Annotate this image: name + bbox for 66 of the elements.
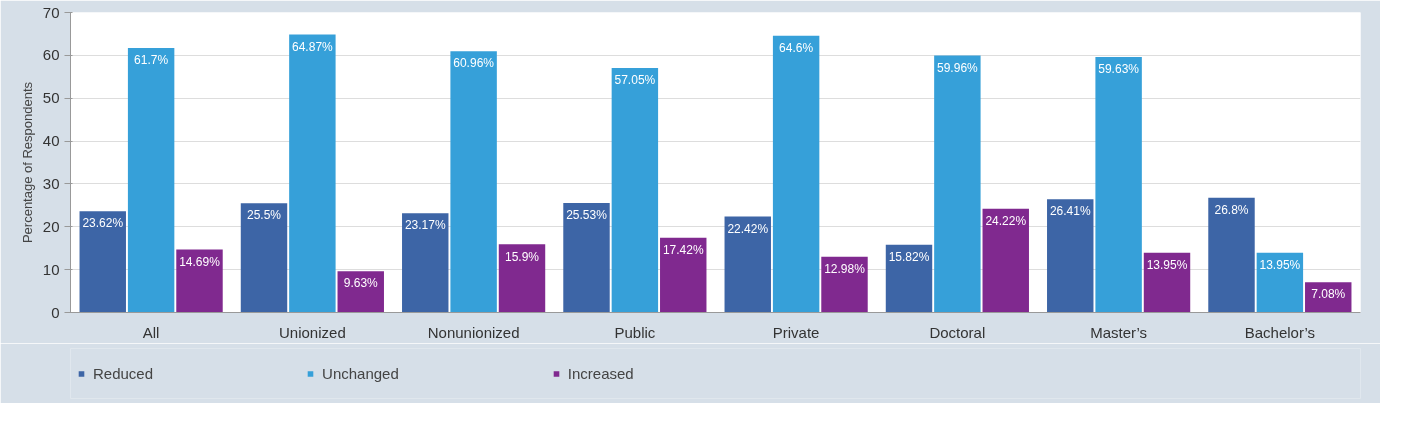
bar — [289, 34, 336, 313]
data-label: 26.8% — [1214, 202, 1249, 217]
y-tick-label: 40 — [42, 132, 60, 150]
x-tick-label: Master’s — [1090, 323, 1148, 341]
data-label: 13.95% — [1146, 257, 1188, 272]
data-label: 25.5% — [246, 208, 282, 223]
data-label: 59.63% — [1098, 62, 1140, 77]
bar — [1095, 56, 1142, 313]
x-tick-label: Doctoral — [929, 323, 986, 341]
x-tick-label: Unionized — [279, 323, 346, 341]
x-tick-label: Public — [614, 323, 656, 341]
data-label: 15.82% — [888, 249, 930, 264]
y-tick-label: 0 — [51, 303, 60, 321]
data-label: 25.53% — [566, 208, 608, 223]
y-tick-label: 30 — [42, 174, 60, 192]
data-label: 60.96% — [453, 56, 495, 71]
data-label: 12.98% — [824, 262, 866, 277]
data-label: 26.41% — [1049, 204, 1091, 219]
data-label: 61.7% — [134, 53, 169, 68]
bar — [724, 216, 771, 313]
x-tick-label: Private — [772, 323, 820, 341]
data-label: 23.17% — [404, 218, 446, 233]
bar — [1256, 252, 1304, 313]
x-tick-label: All — [142, 323, 160, 341]
bar — [450, 51, 497, 313]
data-label: 13.95% — [1259, 257, 1301, 272]
bar — [498, 244, 546, 313]
bar — [1208, 197, 1255, 313]
bar — [127, 48, 175, 313]
data-label: 59.96% — [937, 60, 979, 75]
bar — [885, 244, 933, 313]
y-tick-label: 70 — [42, 3, 60, 21]
data-label: 23.62% — [82, 216, 124, 231]
y-tick-label: 20 — [42, 217, 60, 235]
bar — [240, 203, 288, 313]
bar — [79, 211, 126, 313]
data-label: 64.6% — [779, 40, 814, 55]
y-tick-label: 50 — [42, 89, 60, 107]
legend-label: Increased — [567, 364, 634, 382]
data-label: 57.05% — [614, 73, 656, 88]
legend-label: Reduced — [93, 364, 154, 382]
x-tick-label: Nonunionized — [427, 323, 520, 341]
bar — [982, 208, 1029, 313]
data-label: 24.22% — [985, 213, 1027, 228]
x-tick-label: Bachelor’s — [1244, 323, 1316, 341]
data-label: 7.08% — [1311, 287, 1346, 302]
bar — [1047, 199, 1094, 313]
y-axis-title: Percentage of Respondents — [19, 81, 35, 244]
y-tick-label: 10 — [42, 260, 60, 278]
data-label: 15.9% — [504, 249, 540, 264]
bar — [176, 249, 223, 313]
data-label: 9.63% — [343, 276, 379, 291]
bar — [821, 256, 868, 313]
data-label: 14.69% — [179, 254, 221, 269]
bar — [660, 237, 707, 313]
data-label: 17.42% — [662, 242, 704, 257]
bar — [563, 203, 610, 313]
data-label: 64.87% — [292, 39, 334, 54]
y-tick-label: 60 — [42, 46, 60, 64]
data-label: 22.42% — [727, 221, 769, 236]
legend-label: Unchanged — [322, 364, 399, 382]
bar — [1143, 252, 1191, 313]
bar — [772, 35, 820, 313]
bar — [611, 68, 659, 313]
bar — [934, 55, 981, 313]
bar — [402, 213, 449, 313]
